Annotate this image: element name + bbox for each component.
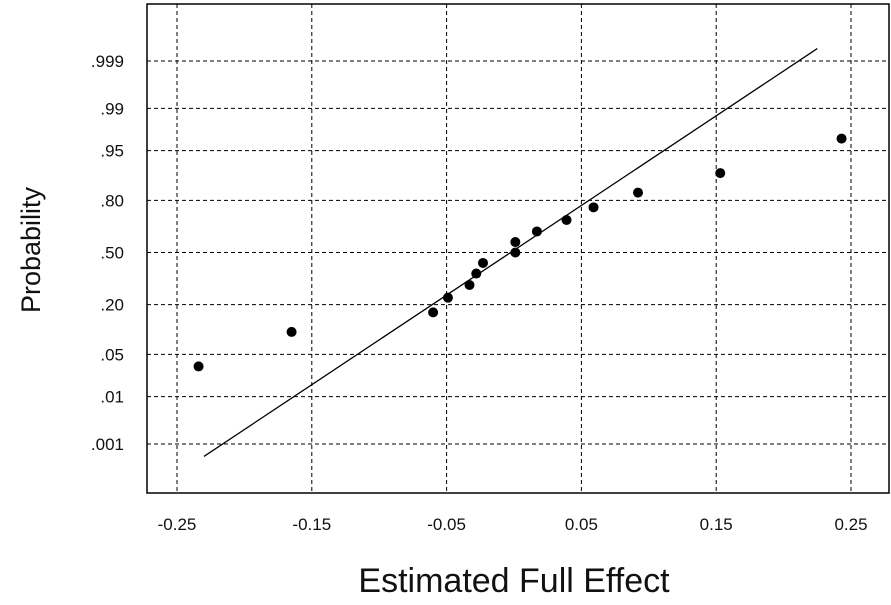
data-point xyxy=(464,279,475,290)
x-tick-labels: -0.25 -0.15 -0.05 0.05 0.15 0.25 xyxy=(158,515,868,534)
data-points xyxy=(193,133,847,372)
x-tick-label: 0.05 xyxy=(565,515,598,534)
plot-frame xyxy=(146,3,890,494)
data-point xyxy=(193,361,204,372)
data-point xyxy=(561,215,572,226)
y-tick-label: .20 xyxy=(100,296,124,315)
y-tick-label: .80 xyxy=(100,191,124,210)
data-point xyxy=(510,237,521,248)
grid-lines xyxy=(147,4,889,493)
x-axis-title: Estimated Full Effect xyxy=(358,562,670,600)
data-point xyxy=(286,326,297,337)
x-tick-label: 0.25 xyxy=(834,515,867,534)
data-point xyxy=(477,257,488,268)
x-tick-label: -0.25 xyxy=(158,515,197,534)
y-tick-labels: .001 .01 .05 .20 .50 .80 .95 .99 .999 xyxy=(91,52,124,454)
data-point xyxy=(471,268,482,279)
y-tick-label: .50 xyxy=(100,244,124,263)
y-tick-label: .99 xyxy=(100,99,124,118)
data-point xyxy=(836,133,847,144)
y-tick-label: .95 xyxy=(100,142,124,161)
x-tick-label: 0.15 xyxy=(700,515,733,534)
data-point xyxy=(588,202,599,213)
y-tick-label: .05 xyxy=(100,345,124,364)
data-point xyxy=(510,247,521,258)
data-point xyxy=(442,292,453,303)
data-point xyxy=(531,226,542,237)
x-tick-label: -0.15 xyxy=(292,515,331,534)
data-point xyxy=(428,307,439,318)
data-point xyxy=(633,187,644,198)
y-tick-label: .01 xyxy=(100,388,124,407)
y-tick-label: .001 xyxy=(91,435,124,454)
x-tick-label: -0.05 xyxy=(427,515,466,534)
y-tick-label: .999 xyxy=(91,52,124,71)
data-point xyxy=(715,168,726,179)
y-axis-title: Probability xyxy=(16,186,46,313)
